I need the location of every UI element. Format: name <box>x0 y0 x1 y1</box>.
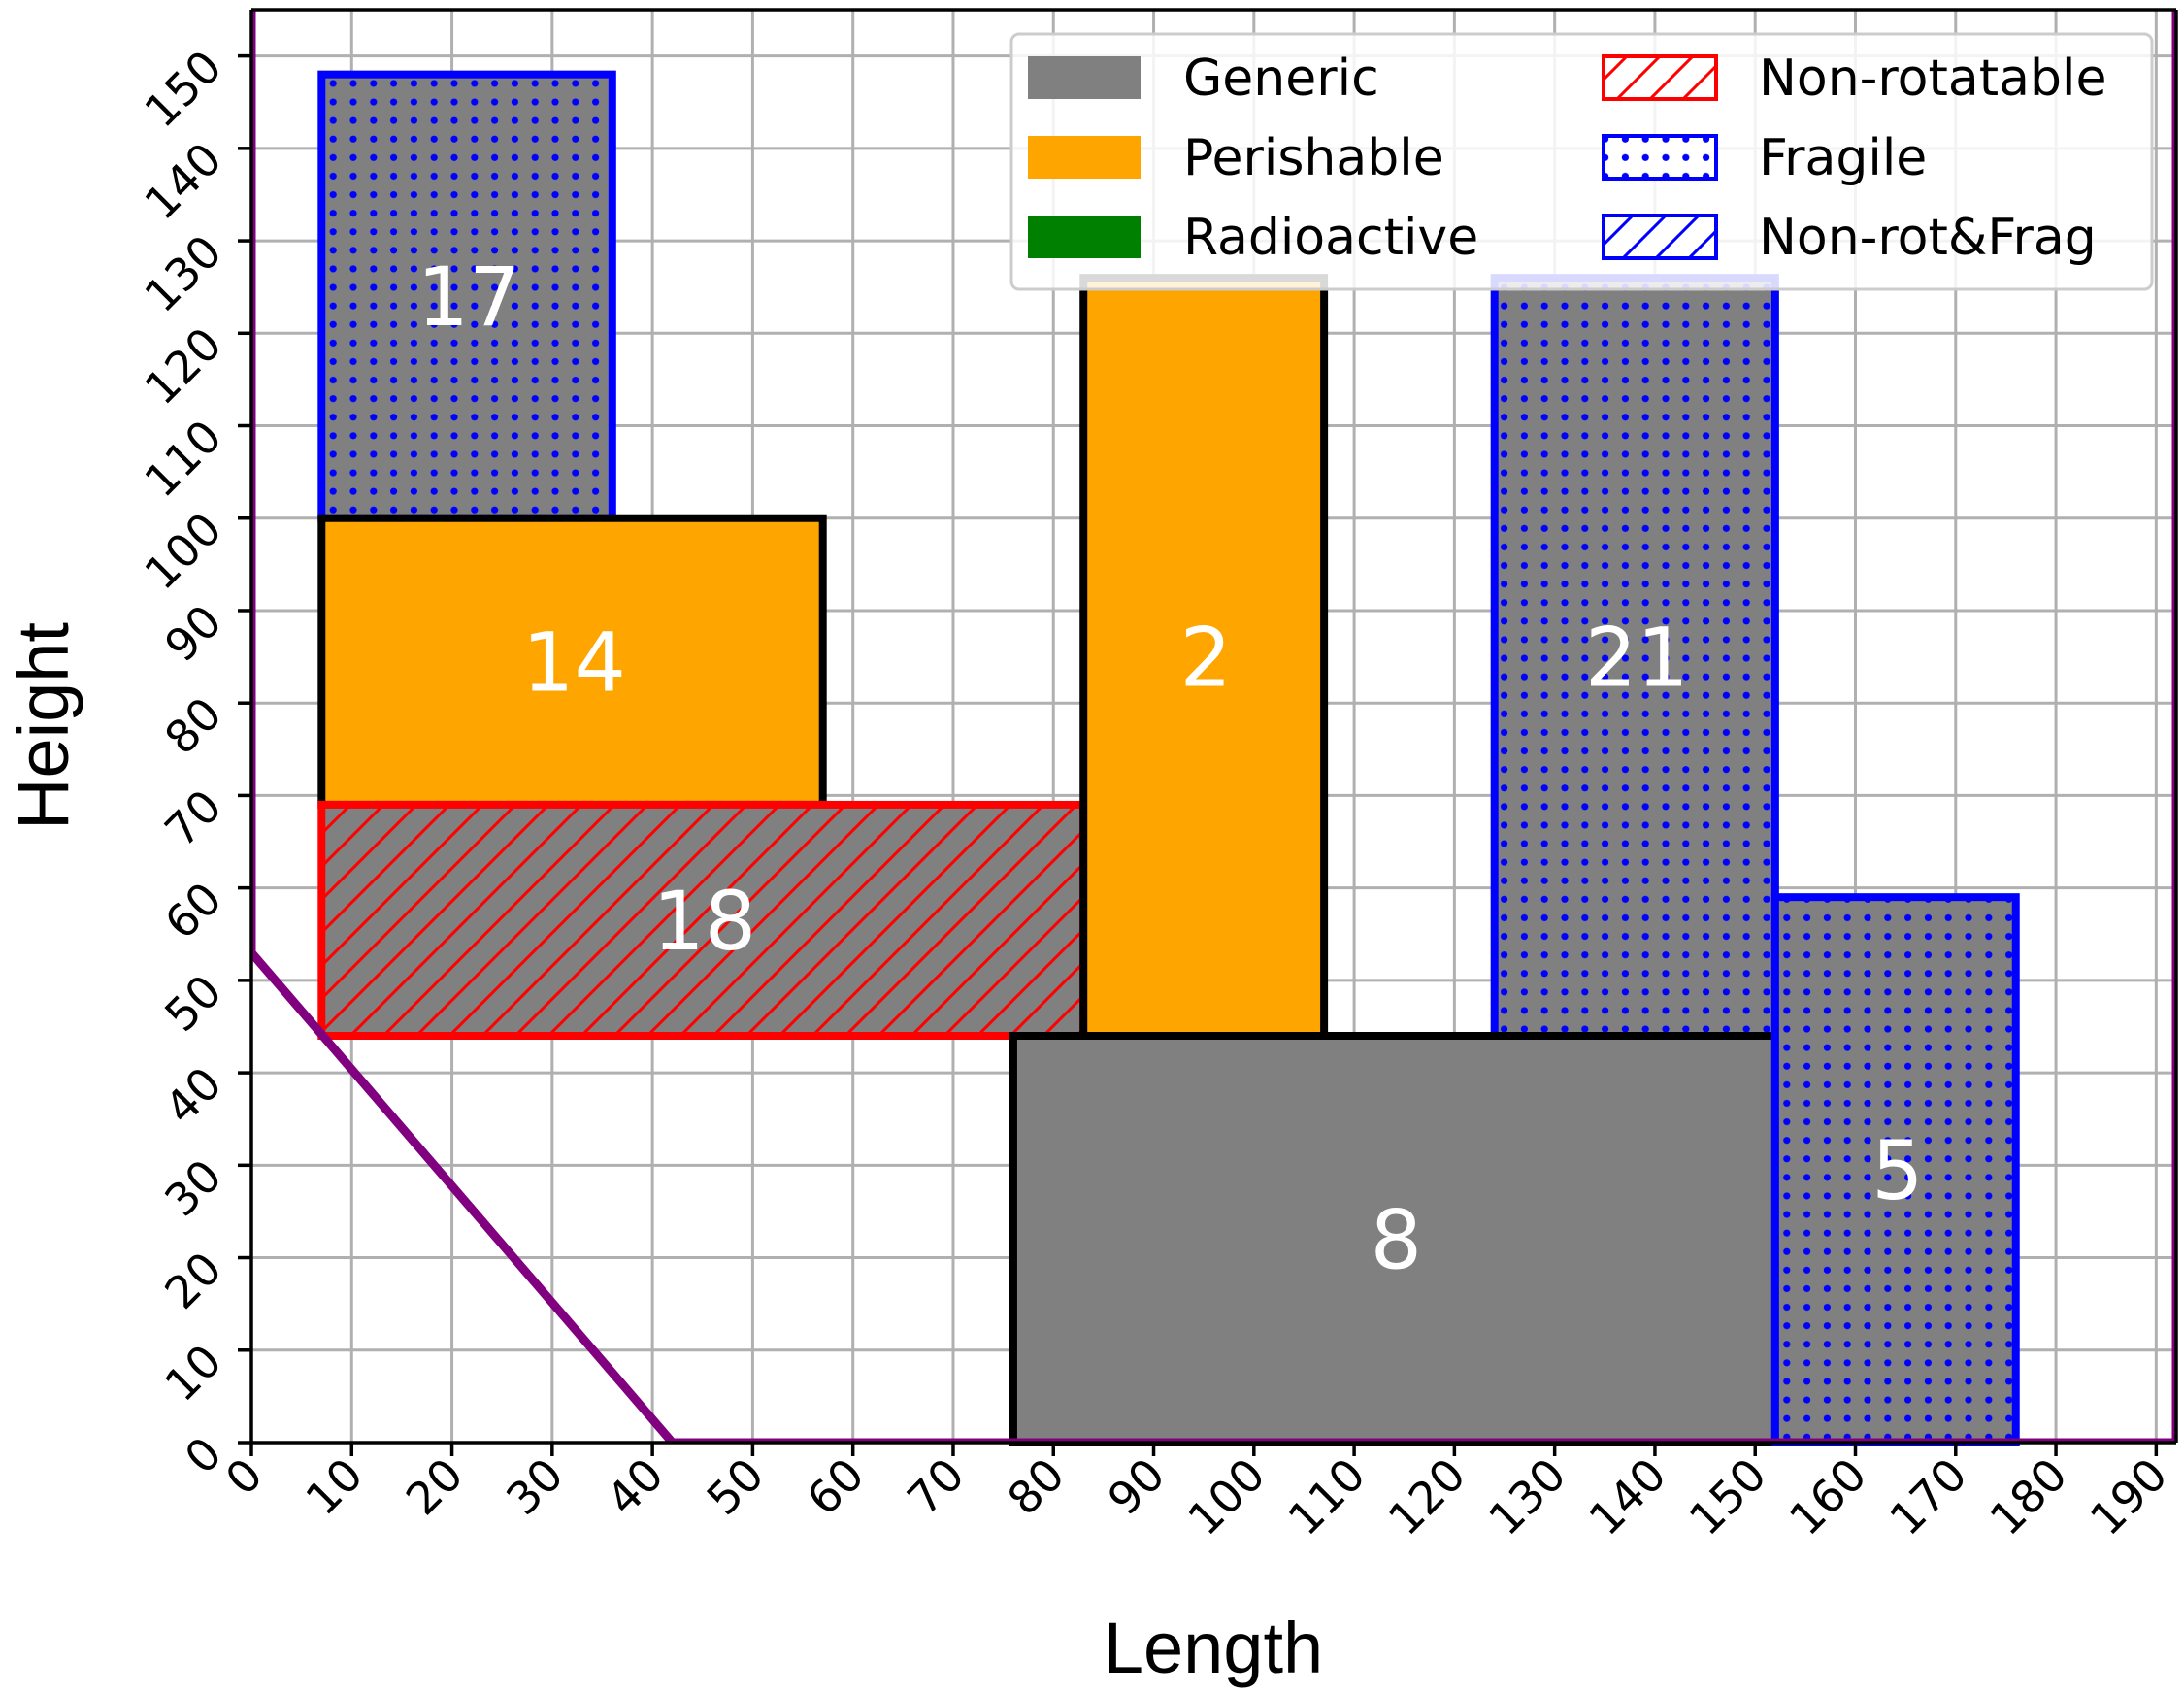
box-pattern <box>321 804 1084 1037</box>
box-2 <box>1079 274 1329 1041</box>
legend-label: Fragile <box>1759 129 1927 187</box>
x-axis-title: Length <box>1104 1608 1323 1688</box>
y-tick-label: 30 <box>154 1149 232 1227</box>
legend-label: Non-rotatable <box>1759 50 2106 108</box>
box-pattern <box>321 74 612 518</box>
legend-swatch <box>1028 56 1141 99</box>
box-pattern <box>1774 897 2016 1443</box>
box-pattern <box>1494 278 1775 1037</box>
boxes <box>317 70 2020 1447</box>
x-tick-label: 30 <box>496 1448 574 1526</box>
legend-item-generic: Generic <box>1028 50 1379 108</box>
box-labels: 17 14 18 2 21 8 5 <box>417 249 1924 1287</box>
y-tick-label: 130 <box>135 225 232 322</box>
y-tick-label: 10 <box>154 1334 232 1412</box>
y-tick-label: 70 <box>154 780 232 857</box>
legend-item-perishable: Perishable <box>1028 129 1444 187</box>
legend-swatch-pattern <box>1604 216 1716 258</box>
box-fill <box>1083 278 1325 1037</box>
x-tick-label: 160 <box>1779 1448 1876 1545</box>
y-tick-label: 40 <box>154 1057 232 1135</box>
legend-item-fragile: Fragile <box>1602 129 1927 187</box>
x-tick-label: 80 <box>997 1448 1075 1526</box>
legend-label: Generic <box>1183 50 1379 108</box>
legend-swatch-pattern <box>1604 56 1716 99</box>
box-14 <box>317 514 827 809</box>
box-label-17: 17 <box>417 249 521 345</box>
x-tick-label: 60 <box>797 1448 875 1526</box>
legend-box <box>1009 32 2154 291</box>
y-tick-label: 120 <box>135 317 232 415</box>
box-label-14: 14 <box>522 614 626 710</box>
x-tick-label: 110 <box>1278 1448 1375 1545</box>
x-tick-label: 170 <box>1879 1448 1976 1545</box>
box-label-5: 5 <box>1871 1123 1923 1218</box>
y-tick-label: 20 <box>154 1242 232 1319</box>
y-tick-label: 60 <box>154 872 232 949</box>
legend-item-nonrot: Non-rotatable <box>1602 50 2106 108</box>
legend-swatch <box>1028 216 1141 258</box>
x-tick-label: 180 <box>1980 1448 2077 1545</box>
legend-label: Non-rot&Frag <box>1759 209 2097 267</box>
box-18 <box>317 800 1088 1041</box>
legend-swatch-pattern <box>1604 136 1716 179</box>
legend-item-nonrotfrag: Non-rot&Frag <box>1602 209 2097 267</box>
box-fill <box>1012 1036 1775 1443</box>
x-tick-label: 130 <box>1478 1448 1575 1545</box>
legend: Generic Non-rotatable Perishable Fragile Rad… <box>1009 32 2154 291</box>
x-tick-label: 140 <box>1578 1448 1675 1545</box>
y-tick-label: 110 <box>135 410 232 507</box>
y-tick-label: 100 <box>135 502 232 599</box>
legend-swatch-edge <box>1602 134 1718 181</box>
legend-label: Radioactive <box>1183 209 1478 267</box>
x-tick-label: 50 <box>697 1448 775 1526</box>
x-tick-label: 90 <box>1098 1448 1175 1526</box>
x-tick-label: 20 <box>396 1448 474 1526</box>
y-tick-label: 80 <box>154 687 232 765</box>
legend-label: Perishable <box>1183 129 1444 187</box>
y-axis-title: Height <box>3 622 83 830</box>
box-label-18: 18 <box>652 874 756 969</box>
box-label-2: 2 <box>1179 611 1231 706</box>
y-tick-label: 90 <box>154 595 232 673</box>
box-21 <box>1490 274 1779 1041</box>
y-tick-label: 140 <box>135 132 232 229</box>
box-fill <box>321 517 823 805</box>
x-tick-label: 70 <box>897 1448 975 1526</box>
legend-swatch-edge <box>1602 214 1718 260</box>
box-5 <box>1770 893 2020 1446</box>
legend-swatch <box>1028 136 1141 179</box>
box-label-21: 21 <box>1585 611 1689 706</box>
x-tick-label: 150 <box>1679 1448 1776 1545</box>
x-tick-label: 120 <box>1378 1448 1475 1545</box>
legend-item-radioactive: Radioactive <box>1028 209 1478 267</box>
x-tick-label: 10 <box>295 1448 373 1526</box>
x-tick-label: 190 <box>2080 1448 2177 1545</box>
x-tick-label: 40 <box>596 1448 674 1526</box>
y-tick-label: 150 <box>135 40 232 137</box>
legend-swatch-edge <box>1602 54 1718 101</box>
x-tick-label: 100 <box>1177 1448 1274 1545</box>
box-label-8: 8 <box>1371 1193 1422 1288</box>
y-tick-label: 50 <box>154 964 232 1042</box>
box-17 <box>317 70 616 522</box>
